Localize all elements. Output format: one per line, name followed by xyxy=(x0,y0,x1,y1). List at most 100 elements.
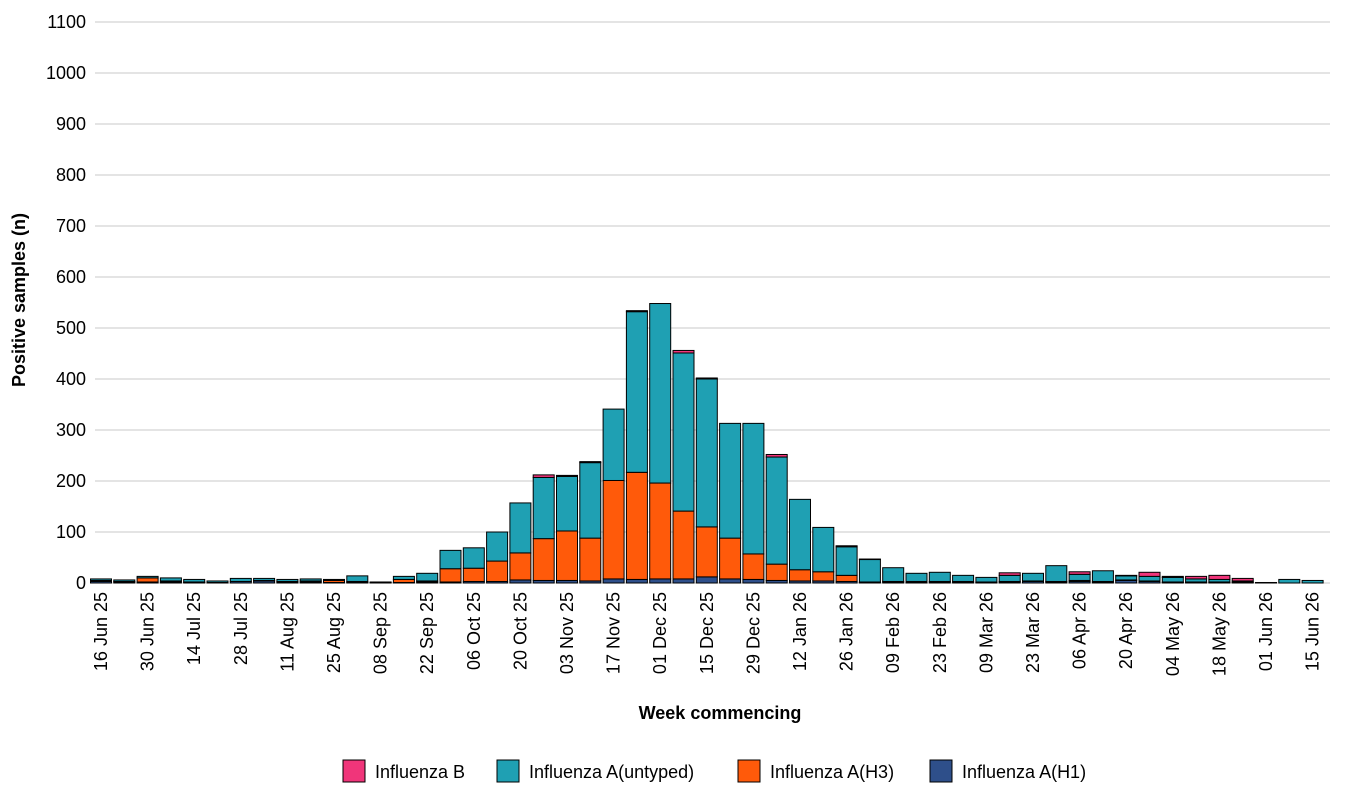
bar-segment xyxy=(1045,565,1068,582)
x-tick-label: 28 Jul 25 xyxy=(231,592,251,665)
x-tick-label: 18 May 26 xyxy=(1209,592,1229,676)
x-tick-label: 17 Nov 25 xyxy=(604,592,624,674)
bar-segment xyxy=(602,578,625,584)
bar-segment xyxy=(556,530,578,581)
bar-segment xyxy=(602,408,625,481)
x-tick-label: 06 Oct 25 xyxy=(464,592,484,670)
bar-segment xyxy=(1138,575,1161,582)
bar-segment xyxy=(1278,578,1301,584)
bars xyxy=(90,303,1324,584)
x-tick-label: 09 Mar 26 xyxy=(976,592,996,673)
legend-label: Influenza A(H1) xyxy=(962,762,1086,782)
bar-segment xyxy=(323,578,345,581)
bar-segment xyxy=(672,352,695,512)
bar-segment xyxy=(835,574,858,582)
bar-segment xyxy=(439,568,462,583)
x-axis-tick-labels: 16 Jun 25 30 Jun 25 14 Jul 25 28 Jul 25 11 A… xyxy=(91,592,1323,676)
bar-segment xyxy=(556,474,578,477)
legend-swatch xyxy=(737,759,761,783)
bar-segment xyxy=(1115,575,1138,581)
x-tick-label: 06 Apr 26 xyxy=(1070,592,1090,669)
x-tick-label: 15 Dec 25 xyxy=(697,592,717,674)
bar-segment xyxy=(998,574,1021,582)
bar-segment xyxy=(206,580,229,583)
bar-segment xyxy=(928,571,951,582)
x-tick-label: 11 Aug 25 xyxy=(277,592,297,672)
bar-segment xyxy=(392,575,415,580)
x-tick-label: 14 Jul 25 xyxy=(184,592,204,665)
bar-segment xyxy=(1115,574,1138,577)
bar-segment xyxy=(136,575,159,579)
x-tick-label: 09 Feb 26 xyxy=(883,592,903,673)
bar-segment xyxy=(602,479,625,580)
legend-swatch xyxy=(342,759,366,783)
bar-segment xyxy=(509,502,532,554)
bar-segment xyxy=(695,576,718,584)
bar-segment xyxy=(742,422,765,555)
bar-segment xyxy=(998,572,1021,576)
bar-segment xyxy=(672,578,695,584)
bar-segment xyxy=(625,471,648,580)
y-tick-label: 300 xyxy=(56,420,86,440)
bar-segment xyxy=(462,547,485,569)
bar-segment xyxy=(649,482,672,580)
legend: Influenza B Influenza A(untyped) Influenza… xyxy=(342,759,1086,783)
bar-segment xyxy=(672,349,695,354)
bar-segment xyxy=(299,578,322,582)
bar-segment xyxy=(695,377,718,380)
bar-segment xyxy=(1022,572,1044,582)
x-tick-label: 25 Aug 25 xyxy=(324,592,344,673)
x-tick-label: 01 Dec 25 xyxy=(650,592,670,674)
bar-segment xyxy=(90,578,112,581)
bar-segment xyxy=(369,581,392,583)
x-tick-label: 20 Apr 26 xyxy=(1116,592,1136,669)
bar-segment xyxy=(486,560,509,582)
bar-segment xyxy=(439,549,462,570)
y-tick-label: 1000 xyxy=(46,63,86,83)
bar-segment xyxy=(113,579,136,582)
bar-segment xyxy=(1231,577,1254,582)
bar-segment xyxy=(625,578,648,584)
bar-segment xyxy=(1161,576,1184,583)
bar-segment xyxy=(229,577,252,582)
y-axis-title: Positive samples (n) xyxy=(9,213,29,387)
bar-segment xyxy=(136,577,159,583)
bar-segment xyxy=(1068,571,1091,575)
bar-segment xyxy=(975,576,998,583)
bar-segment xyxy=(905,572,928,582)
bar-segment xyxy=(509,552,532,581)
x-tick-label: 08 Sep 25 xyxy=(371,592,391,674)
y-axis-tick-labels: 0 100 200 300 400 500 600 700 800 900 1000 1100 xyxy=(46,12,86,593)
y-tick-label: 200 xyxy=(56,471,86,491)
y-tick-label: 0 xyxy=(76,573,86,593)
bar-segment xyxy=(1255,581,1277,584)
x-tick-label: 26 Jan 26 xyxy=(837,592,857,671)
x-tick-label: 04 May 26 xyxy=(1163,592,1183,676)
bar-segment xyxy=(1161,575,1184,578)
y-tick-label: 700 xyxy=(56,216,86,236)
bar-segment xyxy=(579,462,602,539)
bar-segment xyxy=(719,578,742,584)
bar-segment xyxy=(952,574,975,582)
bar-segment xyxy=(765,456,788,565)
x-tick-label: 20 Oct 25 xyxy=(510,592,530,670)
bar-segment xyxy=(1091,570,1114,582)
bar-segment xyxy=(159,577,182,582)
x-tick-label: 16 Jun 25 xyxy=(91,592,111,671)
bar-segment xyxy=(858,559,881,583)
bar-segment xyxy=(695,378,718,528)
legend-label: Influenza B xyxy=(375,762,465,782)
bar-segment xyxy=(579,461,602,464)
bar-segment xyxy=(672,510,695,580)
bar-segment xyxy=(532,476,555,540)
bar-segment xyxy=(346,575,369,582)
bar-segment xyxy=(1185,575,1208,580)
y-tick-label: 500 xyxy=(56,318,86,338)
y-tick-label: 100 xyxy=(56,522,86,542)
bar-segment xyxy=(858,558,881,561)
bar-segment xyxy=(253,577,276,581)
bar-segment xyxy=(765,453,788,458)
bar-segment xyxy=(649,303,672,484)
x-axis-title: Week commencing xyxy=(639,703,802,723)
